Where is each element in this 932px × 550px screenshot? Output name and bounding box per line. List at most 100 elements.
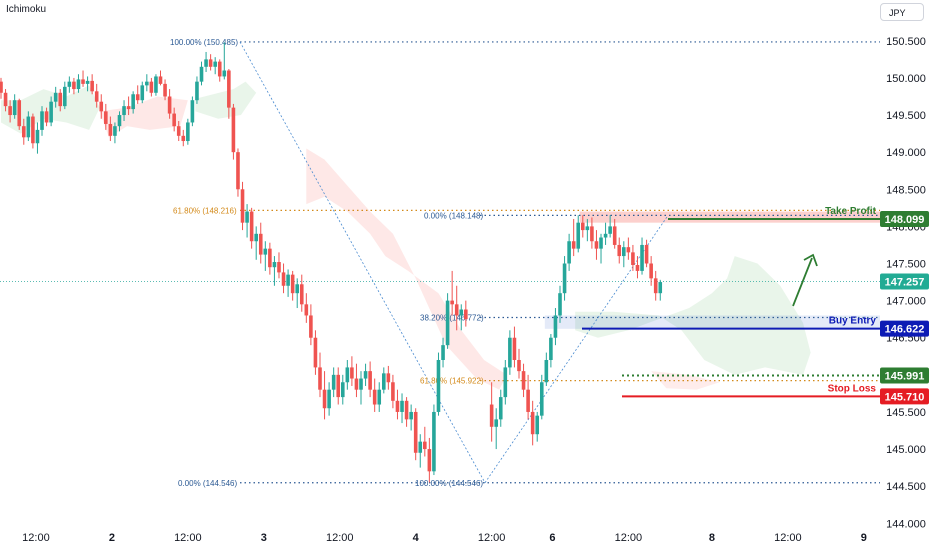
y-tick-label: 147.000 [886,296,926,308]
currency-button[interactable]: JPY [880,3,924,21]
annotation-label: Buy Entry [829,316,877,327]
candle-body [400,400,404,412]
arrow-icon [792,257,813,307]
candle-body [386,373,391,383]
price-badge-label: 148.099 [885,214,925,226]
price-badge [880,388,929,405]
candle-body [113,126,117,136]
candle-body [603,233,608,238]
candle-body [381,373,386,390]
candle-body [49,101,53,123]
candle-body [418,441,423,453]
candle-body [299,284,304,305]
candle-body [290,274,295,294]
candle-body [427,449,432,472]
y-tick-label: 144.500 [886,481,926,493]
candle-body [340,382,345,398]
candle-body [590,226,594,242]
fib-trendline-down [239,41,486,483]
candle-body [145,81,149,86]
y-tick-label: 148.500 [886,184,926,196]
candle-body [612,226,617,245]
candle-body [517,359,521,372]
candle-body [549,337,553,360]
x-tick-label: 12:00 [478,532,506,544]
candle-body [571,241,576,249]
candle-body [368,371,372,390]
candle-body [432,411,436,472]
candle-body [464,309,468,320]
price-badge-label: 146.622 [885,324,925,336]
candle-body [350,367,354,379]
y-tick-label: 145.500 [886,407,926,419]
candle-body [526,389,530,412]
candle-body [245,211,249,223]
candle-body [359,378,363,390]
candle-body [186,122,190,142]
candle-body [268,248,272,268]
candle-body [653,278,658,294]
candle-body [122,106,126,116]
candle-body [553,315,558,338]
x-tick-label: 4 [413,532,420,544]
candle-body [67,81,72,87]
candle-body [81,79,85,84]
candle-body [454,304,459,316]
price-badge-label: 147.257 [885,277,925,289]
candle-body [286,274,290,286]
candle-body [213,61,217,67]
candle-body [617,244,622,257]
y-tick-label: 145.000 [886,444,926,456]
candle-body [441,345,445,360]
candle-body [539,382,544,416]
candle-body [167,96,172,114]
candle-body [222,70,227,77]
y-tick-label: 150.500 [886,36,926,48]
candle-body [263,248,268,255]
candle-body [309,315,313,338]
ichimoku-cloud [1,81,811,390]
cloud-red [306,148,507,390]
candle-body [521,371,526,390]
y-tick-label: 150.000 [886,73,926,85]
candle-body [544,359,549,383]
fib-label: 100.00% (150.485) [170,38,238,47]
candle-body [558,293,562,316]
candle-body [204,59,208,67]
candle-body [231,107,236,153]
candle-body [313,337,318,368]
candles [0,42,663,483]
candle-body [108,123,113,136]
candle-body [535,415,540,435]
candle-body [649,263,653,279]
candle-body [104,111,108,124]
candle-body [498,397,503,420]
candle-body [163,83,167,97]
candle-body [530,411,535,435]
candle-body [172,113,176,127]
annotation-label: Stop Loss [828,383,877,394]
cloud-green [575,256,811,375]
candle-body [99,101,104,112]
candle-body [395,400,400,412]
y-tick-label: 147.500 [886,259,926,271]
candle-body [322,389,327,409]
price-badge [880,273,929,290]
price-badge-label: 145.710 [885,391,925,403]
candle-body [640,244,644,271]
candle-body [622,247,626,257]
candle-body [176,126,181,136]
candle-body [190,100,195,123]
arrow-icon [803,253,818,267]
x-tick-label: 12:00 [326,532,354,544]
indicator-label: Ichimoku [6,4,47,15]
x-tick-label: 12:00 [615,532,643,544]
candle-body [459,309,464,316]
candle-body [158,76,163,84]
candle-body [85,80,90,84]
cloud-red [99,96,188,138]
candle-body [154,76,158,93]
candle-body [345,367,350,383]
candle-body [508,337,512,368]
